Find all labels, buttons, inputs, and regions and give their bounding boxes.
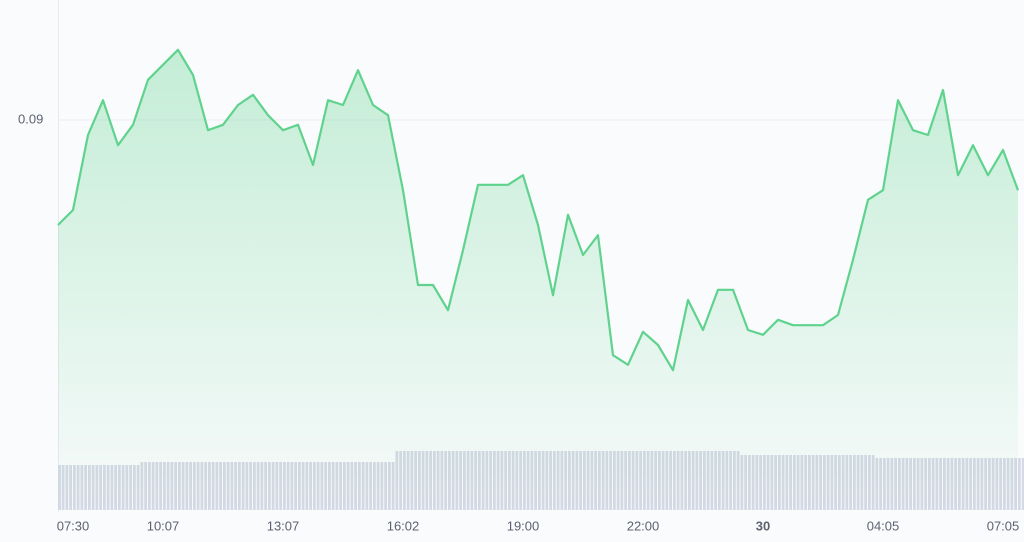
x-tick-label: 13:07 <box>267 518 300 533</box>
price-line <box>57 48 1020 372</box>
volume-bar <box>1018 458 1021 510</box>
x-tick-label: 04:05 <box>867 518 900 533</box>
y-tick-label: 0.09 <box>18 111 43 126</box>
x-tick-label: 10:07 <box>147 518 180 533</box>
x-tick-label: 19:00 <box>507 518 540 533</box>
price-area <box>58 49 1018 511</box>
x-tick-label: 07:30 <box>57 518 90 533</box>
x-tick-label: 16:02 <box>387 518 420 533</box>
x-tick-label: 30 <box>756 518 770 533</box>
x-tick-label: 22:00 <box>627 518 660 533</box>
volume-bar <box>1021 458 1024 510</box>
x-tick-label: 07:05 <box>987 518 1020 533</box>
